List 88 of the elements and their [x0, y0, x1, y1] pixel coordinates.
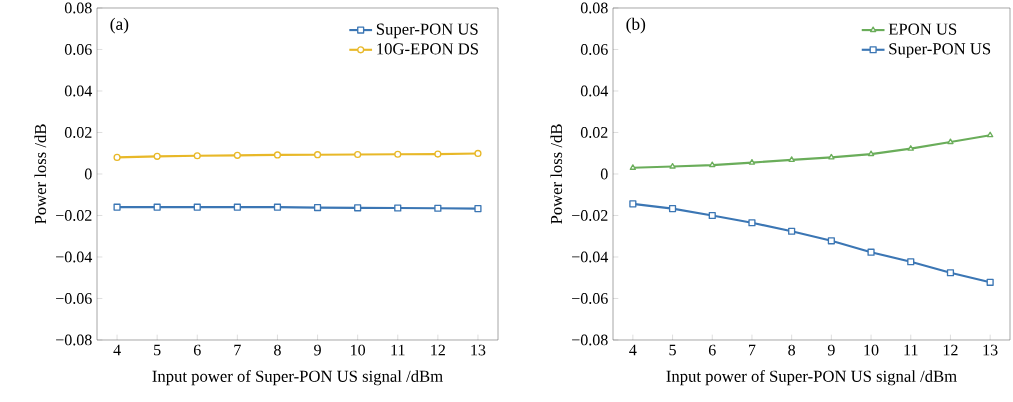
x-tick-label: 4 — [113, 344, 121, 356]
x-tick-label: 12 — [431, 344, 445, 356]
annotation: (b) — [626, 17, 646, 34]
point — [629, 164, 637, 170]
y-tick-label: −0.02 — [572, 210, 608, 221]
legend-label: EPON US — [888, 23, 957, 35]
x-tick-label: 9 — [314, 344, 321, 356]
point — [354, 204, 362, 212]
legend-label: 10G-EPON DS — [377, 43, 478, 55]
y-tick-label: 0 — [600, 168, 608, 180]
x-tick-label: 12 — [943, 344, 958, 356]
x-tick-label: 6 — [708, 344, 716, 356]
y-tick-label: 0.08 — [64, 2, 92, 14]
point — [273, 151, 282, 159]
point — [434, 204, 442, 212]
x-tick-label: 13 — [471, 344, 486, 356]
x-tick-label: 5 — [154, 344, 161, 356]
point — [113, 203, 121, 211]
point — [788, 227, 796, 235]
y-tick-label: −0.08 — [56, 334, 92, 346]
point — [669, 162, 676, 169]
y-tick-label: 0.02 — [580, 127, 608, 138]
point — [313, 151, 322, 159]
y-tick-label: −0.06 — [572, 293, 608, 304]
x-tick-label: 8 — [274, 344, 281, 356]
x-tick-label: 11 — [904, 344, 918, 356]
x-axis-title: Input power of Super-PON US signal /dBm — [152, 369, 443, 386]
point — [394, 204, 402, 212]
x-tick-label: 4 — [629, 344, 637, 356]
point — [629, 200, 637, 208]
point — [947, 138, 954, 145]
y-axis-title: Power loss /dB — [550, 124, 563, 224]
y-tick-label: 0.08 — [580, 2, 608, 14]
x-tick-label: 7 — [234, 344, 241, 356]
point — [907, 258, 915, 266]
point — [193, 203, 201, 211]
y-tick-label: 0.02 — [64, 127, 92, 138]
x-tick-label: 10 — [864, 344, 879, 356]
point — [827, 237, 835, 245]
y-axis-title: Power loss /dB — [34, 124, 47, 224]
x-axis-title: Input power of Super-PON US signal /dBm — [666, 369, 957, 386]
point — [709, 161, 716, 168]
x-tick-label: 13 — [983, 344, 998, 356]
point — [113, 153, 121, 161]
y-tick-label: 0.06 — [580, 44, 608, 55]
point — [867, 150, 875, 157]
y-tick-label: −0.02 — [56, 210, 92, 221]
y-tick-label: 0 — [84, 168, 92, 180]
point — [313, 204, 322, 212]
point — [946, 269, 955, 277]
point — [354, 150, 362, 159]
x-tick-label: 8 — [788, 344, 796, 356]
point — [748, 219, 756, 227]
point — [986, 278, 994, 286]
x-tick-label: 6 — [193, 344, 201, 356]
legend-label: Super-PON US — [889, 43, 991, 58]
x-tick-label: 9 — [827, 344, 835, 356]
y-tick-label: −0.04 — [572, 251, 609, 263]
x-tick-label: 5 — [669, 344, 676, 356]
point — [434, 150, 442, 158]
y-tick-label: 0.04 — [580, 85, 609, 97]
y-tick-label: −0.06 — [56, 293, 92, 304]
point — [233, 203, 241, 211]
point — [986, 131, 994, 138]
point — [748, 158, 756, 165]
x-tick-label: 7 — [749, 344, 756, 356]
point — [273, 203, 282, 211]
y-tick-label: −0.08 — [572, 334, 608, 346]
point — [193, 152, 201, 160]
annotation: (a) — [110, 17, 129, 34]
y-tick-label: 0.06 — [64, 44, 92, 55]
point — [867, 248, 875, 256]
point — [474, 205, 482, 213]
point — [708, 211, 716, 220]
point — [828, 153, 835, 160]
x-tick-label: 10 — [351, 344, 366, 356]
legend-label: Super-PON US — [376, 23, 478, 39]
point — [233, 151, 241, 159]
y-tick-label: 0.04 — [64, 85, 93, 97]
point — [474, 149, 482, 158]
y-tick-label: −0.04 — [56, 251, 93, 263]
x-tick-label: 11 — [391, 344, 405, 356]
point — [153, 152, 161, 160]
point — [907, 145, 914, 151]
point — [788, 156, 795, 163]
point — [668, 205, 677, 213]
point — [153, 203, 161, 211]
point — [394, 150, 402, 158]
